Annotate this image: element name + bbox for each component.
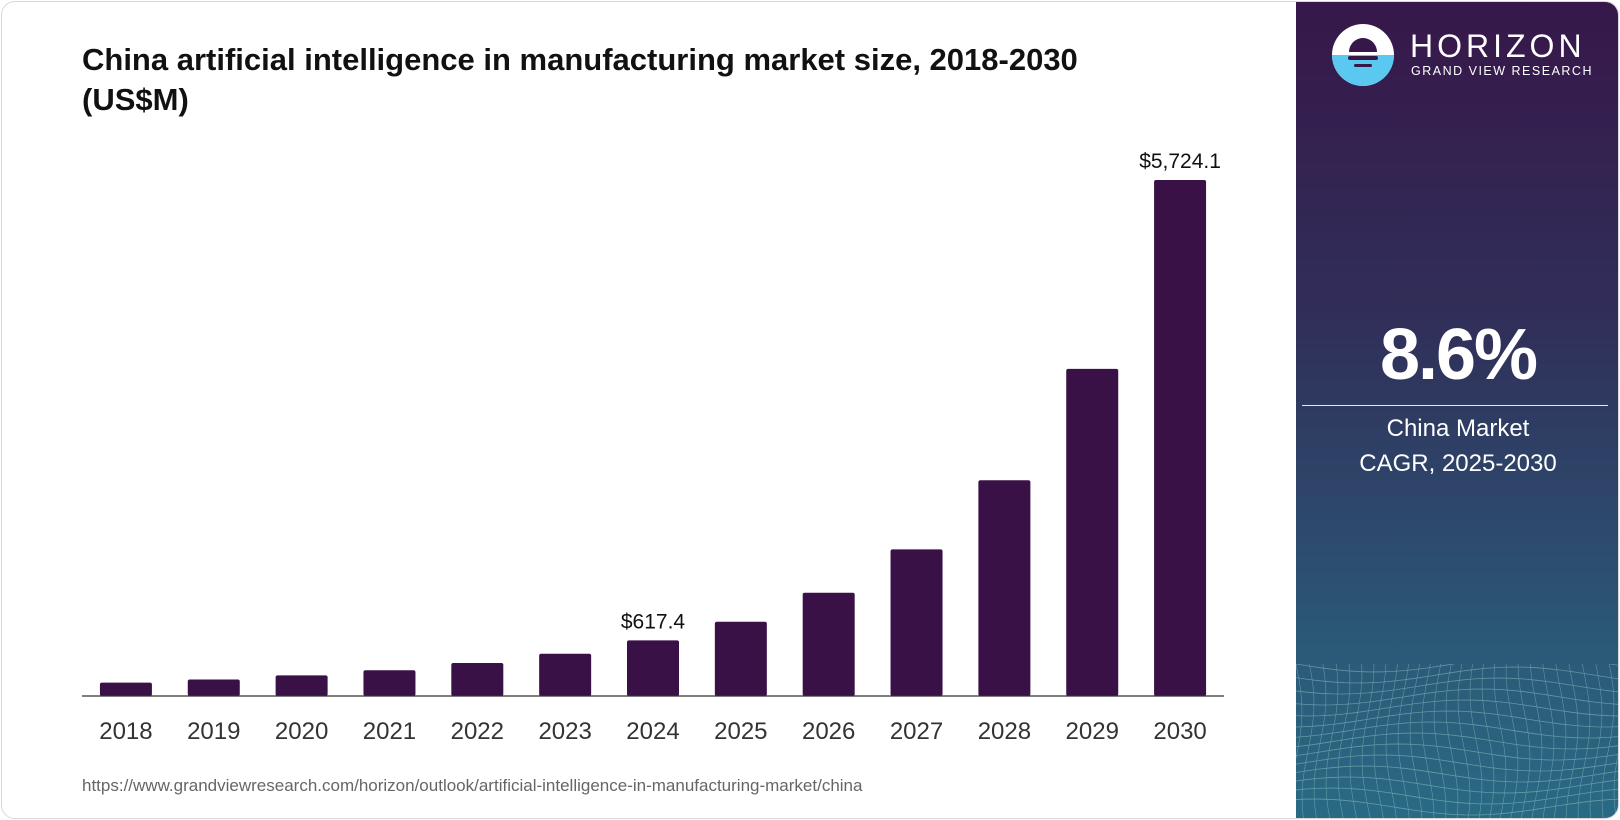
- side-panel: HORIZON GRAND VIEW RESEARCH 8.6% China M…: [1296, 2, 1618, 818]
- bar-chart: 2018 2019 2020 2021 2022 2023 2024 $617.4 2025 20…: [82, 150, 1224, 745]
- chart-title: China artificial intelligence in manufac…: [82, 42, 1078, 117]
- bar-2022: [451, 663, 504, 696]
- bar-2030: [1154, 180, 1207, 696]
- brand-name: HORIZON: [1410, 28, 1586, 64]
- cagr-label-market: China Market: [1386, 415, 1530, 442]
- x-tick-label: 2019: [187, 718, 240, 745]
- data-label-2030: $5,724.1: [1139, 150, 1221, 173]
- x-tick-label: 2029: [1066, 718, 1119, 745]
- x-tick-label: 2028: [978, 718, 1031, 745]
- bar-2020: [275, 675, 328, 696]
- cagr-value: 8.6%: [1379, 315, 1538, 395]
- x-tick-label: 2021: [363, 718, 416, 745]
- x-tick-label: 2025: [714, 718, 767, 745]
- bar-2019: [187, 679, 240, 696]
- bar-2021: [363, 670, 416, 696]
- horizon-logo-icon: [1332, 24, 1394, 86]
- bar-2025: [714, 621, 767, 696]
- bar-2023: [539, 653, 592, 696]
- divider: [1302, 405, 1608, 406]
- x-tick-label: 2027: [890, 718, 943, 745]
- x-tick-label: 2023: [538, 718, 591, 745]
- bar-2027: [890, 549, 943, 696]
- brand-sub: GRAND VIEW RESEARCH: [1411, 64, 1593, 78]
- data-label-2024: $617.4: [621, 610, 686, 633]
- x-tick-label: 2020: [275, 718, 328, 745]
- mesh-decoration: [1296, 664, 1618, 818]
- x-tick-label: 2030: [1153, 718, 1206, 745]
- x-tick-label: 2018: [99, 718, 152, 745]
- bar-2028: [978, 480, 1031, 696]
- bar-2018: [99, 682, 152, 696]
- bar-2029: [1066, 368, 1119, 696]
- cagr-label-period: CAGR, 2025-2030: [1359, 450, 1557, 477]
- x-tick-label: 2024: [626, 718, 679, 745]
- bar-2024: [627, 640, 679, 696]
- x-tick-label: 2026: [802, 718, 855, 745]
- source-url[interactable]: https://www.grandviewresearch.com/horizo…: [82, 776, 863, 795]
- x-tick-label: 2022: [451, 718, 504, 745]
- bar-2026: [802, 592, 855, 696]
